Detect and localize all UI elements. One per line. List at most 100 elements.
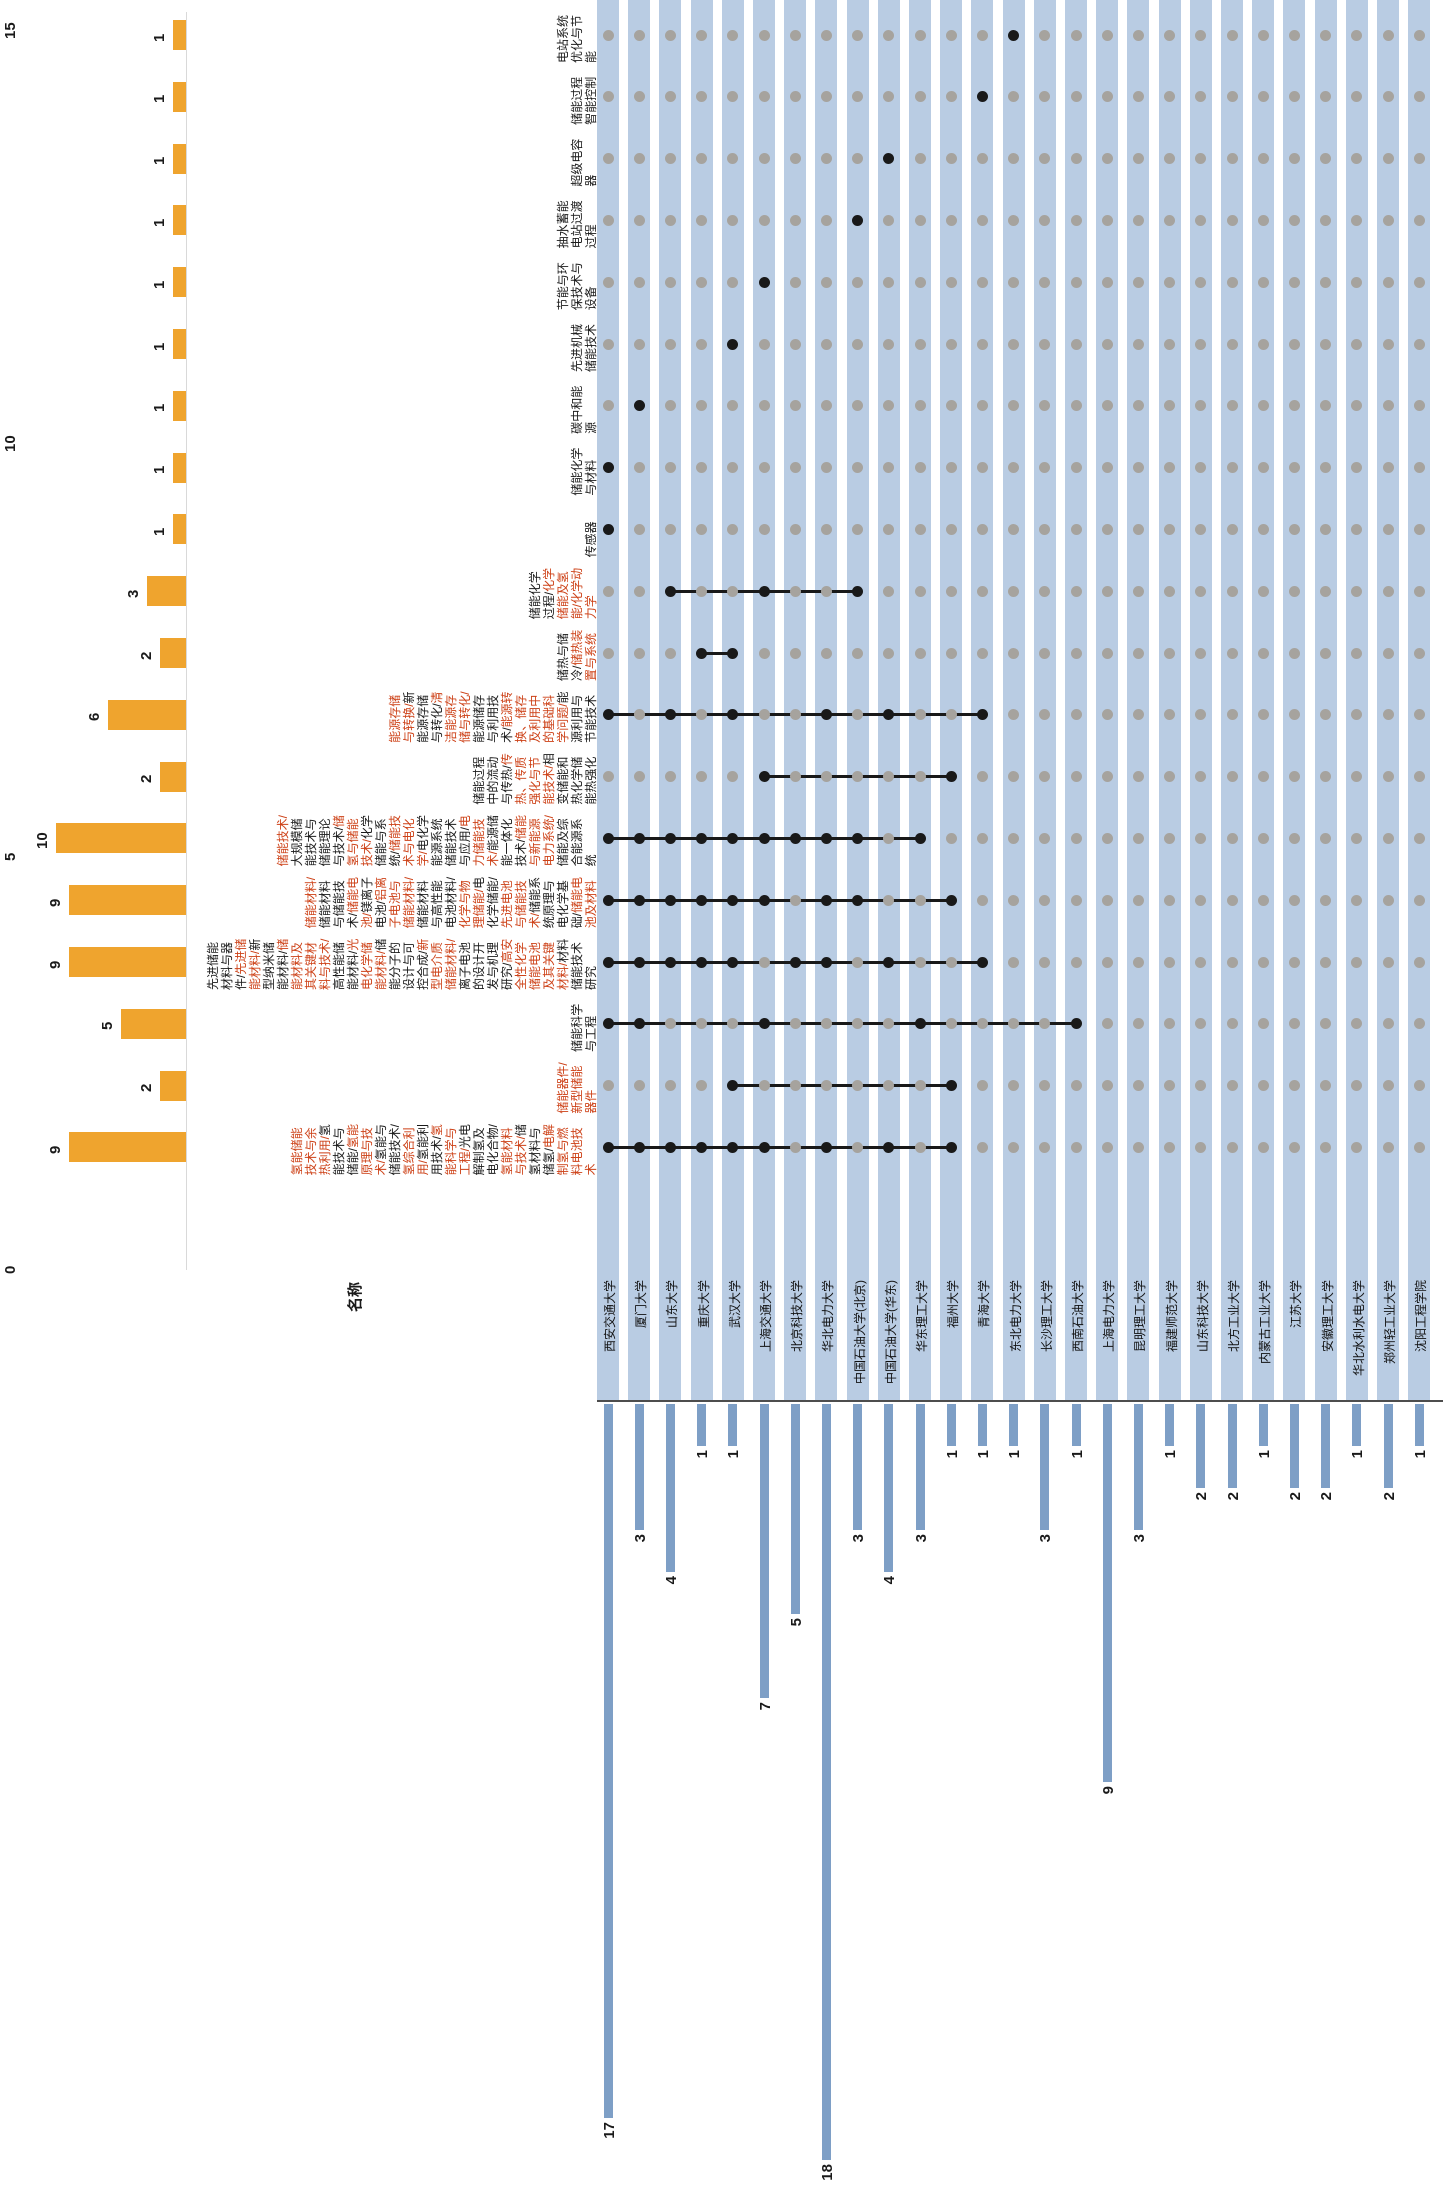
matrix-dot xyxy=(820,91,832,103)
set-size-value-text: 3 xyxy=(1130,1534,1148,1543)
intersection-label: 储能化学过程/化学储能及氢能/化学动力学 xyxy=(528,563,598,619)
matrix-dot xyxy=(1413,956,1425,968)
matrix-dot xyxy=(1320,771,1332,783)
matrix-dot xyxy=(1257,153,1269,165)
matrix-dot xyxy=(1101,462,1113,474)
matrix-dot xyxy=(602,400,614,412)
matrix-dot-filled xyxy=(820,894,832,906)
matrix-dot xyxy=(820,153,832,165)
set-size-bar xyxy=(759,1404,769,1698)
matrix-stripe xyxy=(721,0,744,1402)
matrix-dot xyxy=(1132,709,1144,721)
matrix-dot xyxy=(664,1018,676,1030)
matrix-stripe xyxy=(815,0,838,1402)
matrix-dot-filled xyxy=(727,709,739,721)
intersection-value-text: 1 xyxy=(151,156,168,166)
matrix-dot xyxy=(1288,956,1300,968)
matrix-dot xyxy=(1164,1141,1176,1153)
matrix-dot xyxy=(914,709,926,721)
university-name-text: 昆明理工大学 xyxy=(1133,1280,1148,1353)
intersection-label: 传感器 xyxy=(584,501,598,557)
intersection-label-segment: 储能及综合能源系统 xyxy=(556,818,598,867)
matrix-dot xyxy=(1382,400,1394,412)
matrix-dot xyxy=(852,29,864,41)
matrix-dot xyxy=(1351,29,1363,41)
matrix-dot xyxy=(1101,214,1113,226)
matrix-dot xyxy=(789,647,801,659)
matrix-dot xyxy=(883,523,895,535)
matrix-dot xyxy=(633,29,645,41)
matrix-dot xyxy=(1164,462,1176,474)
matrix-dot xyxy=(1288,1018,1300,1030)
matrix-dot-filled xyxy=(602,894,614,906)
matrix-dot xyxy=(883,894,895,906)
matrix-dot-filled xyxy=(976,91,988,103)
intersection-bar xyxy=(173,20,186,50)
matrix-dot xyxy=(633,771,645,783)
set-size-bar xyxy=(1227,1404,1237,1488)
matrix-dot xyxy=(727,523,739,535)
matrix-dot xyxy=(664,1080,676,1092)
matrix-dot xyxy=(1257,647,1269,659)
matrix-dot xyxy=(789,1141,801,1153)
label-column-header-text: 名称 xyxy=(347,1281,364,1312)
matrix-connector xyxy=(608,898,952,902)
intersection-value-text: 3 xyxy=(125,589,142,598)
set-size-bar xyxy=(1352,1404,1362,1446)
matrix-dot xyxy=(758,956,770,968)
matrix-dot xyxy=(976,523,988,535)
matrix-dot xyxy=(1195,462,1207,474)
matrix-dot-filled xyxy=(727,832,739,844)
matrix-dot xyxy=(1101,894,1113,906)
matrix-dot xyxy=(945,647,957,659)
matrix-dot xyxy=(789,709,801,721)
intersection-bar xyxy=(69,885,186,916)
set-size-bar xyxy=(1258,1404,1268,1446)
set-size-bar xyxy=(946,1404,956,1446)
matrix-dot xyxy=(727,29,739,41)
intersection-label-segment: 碳中和能源 xyxy=(570,385,598,434)
matrix-dot xyxy=(1257,1018,1269,1030)
matrix-dot xyxy=(883,276,895,288)
matrix-dot xyxy=(1382,91,1394,103)
set-size-value-text: 1 xyxy=(1006,1450,1024,1459)
matrix-dot xyxy=(1226,338,1238,350)
matrix-dot xyxy=(664,771,676,783)
intersection-value-text: 1 xyxy=(151,280,168,289)
university-name-text: 安徽理工大学 xyxy=(1320,1280,1335,1353)
university-name-text: 青海大学 xyxy=(977,1280,992,1329)
matrix-dot xyxy=(1132,400,1144,412)
matrix-dot xyxy=(633,338,645,350)
matrix-stripe xyxy=(1158,0,1181,1402)
intersection-label-segment: 储能化学与材料 xyxy=(570,447,598,496)
intersection-bar xyxy=(173,390,186,421)
set-size-value-text: 2 xyxy=(1380,1492,1398,1501)
matrix-dot-filled xyxy=(633,1018,645,1030)
matrix-dot-filled xyxy=(727,1080,739,1092)
intersection-label: 储能器件/新型储能器件 xyxy=(556,1058,598,1113)
matrix-dot-filled xyxy=(633,956,645,968)
matrix-dot xyxy=(914,276,926,288)
matrix-dot-filled xyxy=(758,1141,770,1153)
set-size-bar xyxy=(1165,1404,1175,1446)
matrix-dot xyxy=(1008,832,1020,844)
matrix-dot-filled xyxy=(914,832,926,844)
matrix-dot xyxy=(1008,462,1020,474)
intersection-label: 储能科学与工程 xyxy=(570,996,598,1052)
matrix-dot xyxy=(696,338,708,350)
matrix-dot xyxy=(1164,1080,1176,1092)
matrix-dot xyxy=(1288,400,1300,412)
set-size-bar xyxy=(1321,1404,1331,1488)
matrix-dot xyxy=(1257,771,1269,783)
matrix-dot xyxy=(976,771,988,783)
matrix-dot xyxy=(976,276,988,288)
matrix-dot xyxy=(1351,894,1363,906)
matrix-dot xyxy=(1288,1080,1300,1092)
matrix-dot xyxy=(1257,523,1269,535)
intersection-label: 储能化学与材料 xyxy=(570,440,598,496)
matrix-dot xyxy=(1070,29,1082,41)
matrix-dot xyxy=(696,771,708,783)
matrix-dot xyxy=(789,400,801,412)
matrix-dot xyxy=(820,1018,832,1030)
matrix-dot xyxy=(1257,894,1269,906)
